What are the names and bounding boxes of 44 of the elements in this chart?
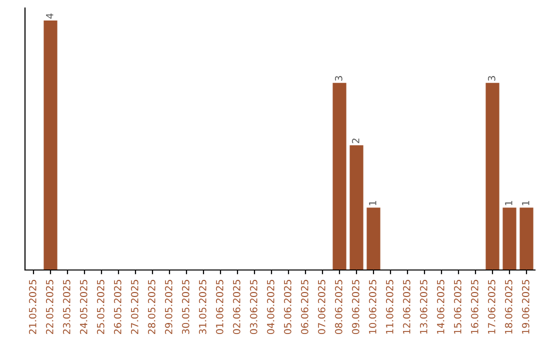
x-tick-label: 14.06.2025 bbox=[436, 280, 444, 334]
x-tick-label: 11.06.2025 bbox=[386, 280, 394, 334]
bar bbox=[520, 208, 534, 270]
x-tick-label: 05.06.2025 bbox=[284, 280, 292, 334]
x-tick-label: 07.06.2025 bbox=[318, 280, 326, 334]
x-tick-label: 13.06.2025 bbox=[420, 280, 428, 334]
bar bbox=[332, 82, 346, 270]
x-tick-label: 26.05.2025 bbox=[114, 280, 122, 334]
data-label: 3 bbox=[334, 76, 342, 81]
bar bbox=[44, 20, 58, 270]
x-tick-label: 22.05.2025 bbox=[46, 280, 54, 334]
x-tick-label: 08.06.2025 bbox=[334, 280, 342, 334]
x-tick-label: 21.05.2025 bbox=[28, 280, 36, 334]
data-label: 4 bbox=[46, 13, 54, 19]
x-tick-label: 27.05.2025 bbox=[130, 280, 138, 334]
x-tick-label: 30.05.2025 bbox=[182, 280, 190, 334]
data-label: 1 bbox=[522, 200, 530, 206]
x-tick-label: 31.05.2025 bbox=[198, 280, 206, 334]
x-tick-label: 28.05.2025 bbox=[148, 280, 156, 334]
bar bbox=[366, 208, 380, 270]
x-tick-label: 04.06.2025 bbox=[266, 280, 274, 334]
data-label: 1 bbox=[369, 200, 376, 206]
data-label: 3 bbox=[488, 76, 496, 81]
x-tick-label: 17.06.2025 bbox=[488, 280, 496, 334]
x-tick-label: 25.05.2025 bbox=[96, 280, 104, 334]
x-tick-label: 03.06.2025 bbox=[250, 280, 258, 334]
x-tick-label: 10.06.2025 bbox=[368, 280, 376, 334]
x-tick-label: 02.06.2025 bbox=[232, 280, 240, 334]
bar bbox=[486, 82, 500, 270]
data-label: 2 bbox=[352, 138, 360, 144]
x-tick-label: 29.05.2025 bbox=[164, 280, 172, 334]
x-tick-label: 23.05.2025 bbox=[62, 280, 70, 334]
x-tick-label: 24.05.2025 bbox=[80, 280, 88, 334]
x-tick-label: 18.06.2025 bbox=[504, 280, 512, 334]
x-tick-label: 06.06.2025 bbox=[300, 280, 308, 334]
x-tick-label: 01.06.2025 bbox=[216, 280, 224, 334]
x-tick-label: 12.06.2025 bbox=[402, 280, 410, 334]
x-tick-label: 15.06.2025 bbox=[454, 280, 462, 334]
bar bbox=[350, 145, 364, 270]
x-tick-label: 19.06.2025 bbox=[522, 280, 530, 334]
x-tick-label: 16.06.2025 bbox=[470, 280, 478, 334]
x-tick-label: 09.06.2025 bbox=[352, 280, 360, 334]
data-label: 1 bbox=[505, 200, 512, 206]
bar bbox=[502, 208, 516, 270]
